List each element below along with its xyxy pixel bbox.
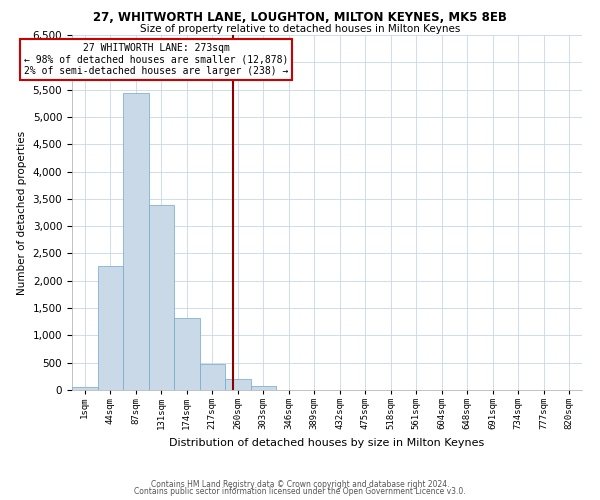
Y-axis label: Number of detached properties: Number of detached properties bbox=[17, 130, 27, 294]
Bar bbox=[199, 364, 225, 390]
Bar bbox=[149, 205, 174, 390]
Text: Contains HM Land Registry data © Crown copyright and database right 2024.: Contains HM Land Registry data © Crown c… bbox=[151, 480, 449, 489]
Bar bbox=[174, 318, 199, 390]
Bar bbox=[251, 386, 276, 390]
Bar bbox=[97, 266, 123, 390]
Bar bbox=[225, 380, 251, 390]
Text: Contains public sector information licensed under the Open Government Licence v3: Contains public sector information licen… bbox=[134, 488, 466, 496]
Text: Size of property relative to detached houses in Milton Keynes: Size of property relative to detached ho… bbox=[140, 24, 460, 34]
Text: 27, WHITWORTH LANE, LOUGHTON, MILTON KEYNES, MK5 8EB: 27, WHITWORTH LANE, LOUGHTON, MILTON KEY… bbox=[93, 11, 507, 24]
Text: 27 WHITWORTH LANE: 273sqm
← 98% of detached houses are smaller (12,878)
2% of se: 27 WHITWORTH LANE: 273sqm ← 98% of detac… bbox=[24, 43, 289, 76]
X-axis label: Distribution of detached houses by size in Milton Keynes: Distribution of detached houses by size … bbox=[169, 438, 485, 448]
Bar bbox=[72, 386, 97, 390]
Bar bbox=[123, 94, 149, 390]
